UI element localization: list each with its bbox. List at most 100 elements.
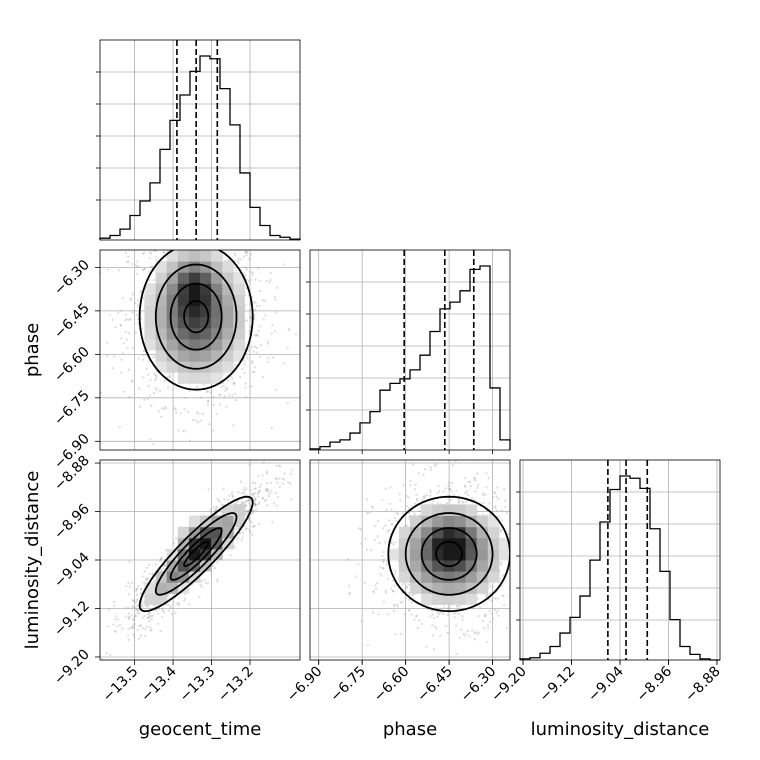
density-cells-geocent-time-vs-luminosity-distance: [144, 504, 245, 605]
scatter-point: [232, 424, 235, 427]
scatter-point: [348, 591, 351, 594]
scatter-point: [271, 521, 274, 524]
scatter-point: [234, 399, 237, 402]
scatter-point: [401, 512, 404, 515]
scatter-point: [464, 501, 468, 504]
scatter-point: [251, 371, 254, 374]
scatter-point: [187, 224, 189, 226]
scatter-point: [183, 599, 186, 602]
scatter-point: [512, 505, 514, 507]
scatter-point: [118, 624, 121, 627]
scatter-point: [244, 250, 247, 253]
scatter-point: [446, 607, 449, 610]
scatter-point: [251, 346, 254, 349]
scatter-point: [530, 583, 532, 585]
scatter-point: [137, 637, 141, 640]
scatter-point: [365, 548, 368, 551]
scatter-point: [413, 512, 416, 515]
scatter-point: [394, 455, 396, 457]
scatter-point: [477, 631, 480, 634]
scatter-point: [254, 482, 257, 485]
scatter-point: [273, 296, 276, 299]
scatter-point: [129, 626, 133, 630]
scatter-point: [391, 579, 394, 582]
density-cell: [166, 338, 179, 351]
density-cell: [222, 305, 234, 318]
scatter-point: [405, 494, 408, 497]
scatter-point: [414, 615, 417, 618]
scatter-point: [149, 629, 152, 632]
scatter-point: [500, 563, 503, 566]
density-cell: [454, 515, 466, 528]
scatter-point: [128, 593, 131, 596]
scatter-point: [194, 419, 197, 422]
scatter-point: [169, 375, 172, 378]
scatter-point: [132, 599, 135, 602]
scatter-point: [232, 383, 235, 386]
scatter-point: [231, 494, 234, 497]
density-cell: [421, 571, 433, 583]
scatter-point: [148, 394, 151, 397]
scatter-point: [564, 612, 566, 614]
contour-geocent-time-vs-luminosity-distance-3: [183, 540, 210, 568]
scatter-point: [413, 618, 416, 621]
scatter-point: [241, 536, 244, 539]
scatter-point: [146, 578, 149, 581]
density-cell: [443, 593, 455, 605]
scatter-point: [269, 278, 272, 282]
density-cell: [211, 537, 223, 550]
scatter-point: [134, 613, 137, 617]
scatter-point: [136, 604, 139, 607]
density-cell: [200, 272, 212, 284]
scatter-point: [447, 481, 450, 484]
scatter-point: [151, 265, 154, 268]
density-cell: [166, 305, 179, 318]
density-cell: [188, 350, 201, 362]
scatter-point: [471, 629, 474, 632]
scatter-point: [163, 564, 166, 567]
density-cell: [188, 548, 201, 561]
scatter-point: [248, 257, 251, 260]
scatter-point: [205, 204, 207, 206]
scatter-point: [382, 600, 386, 603]
density-cell: [222, 537, 234, 550]
scatter-point: [130, 379, 134, 382]
scatter-point: [473, 638, 476, 641]
scatter-point: [98, 305, 100, 307]
scatter-point: [253, 524, 256, 528]
scatter-point: [143, 614, 146, 618]
scatter-point: [207, 423, 210, 426]
x-tick-label-geocent-time-3: −13.2: [215, 664, 257, 706]
scatter-point: [138, 625, 141, 628]
scatter-point: [301, 281, 303, 283]
density-cell: [155, 361, 168, 373]
scatter-point: [495, 495, 498, 498]
scatter-point: [457, 499, 460, 502]
density-cell: [177, 537, 190, 550]
scatter-point: [105, 354, 109, 357]
density-cell: [443, 504, 455, 516]
density-cell: [233, 316, 245, 329]
scatter-point: [235, 528, 238, 531]
scatter-point: [507, 533, 510, 536]
scatter-point: [148, 619, 151, 623]
density-cell: [465, 515, 478, 528]
scatter-point: [535, 602, 537, 604]
scatter-point: [436, 501, 439, 504]
scatter-point: [205, 246, 207, 248]
density-cell: [188, 327, 201, 340]
scatter-point: [192, 234, 194, 236]
scatter-point: [145, 579, 148, 582]
scatter-point: [516, 578, 518, 580]
scatter-point: [153, 372, 156, 375]
density-cell: [443, 582, 455, 594]
scatter-point: [135, 587, 138, 591]
scatter-point: [477, 615, 480, 618]
scatter-point: [261, 299, 264, 302]
scatter-point: [453, 616, 456, 619]
scatter-point: [464, 491, 467, 494]
scatter-point: [530, 575, 532, 577]
scatter-point: [131, 293, 134, 296]
scatter-point: [289, 482, 292, 485]
scatter-point: [389, 486, 392, 489]
